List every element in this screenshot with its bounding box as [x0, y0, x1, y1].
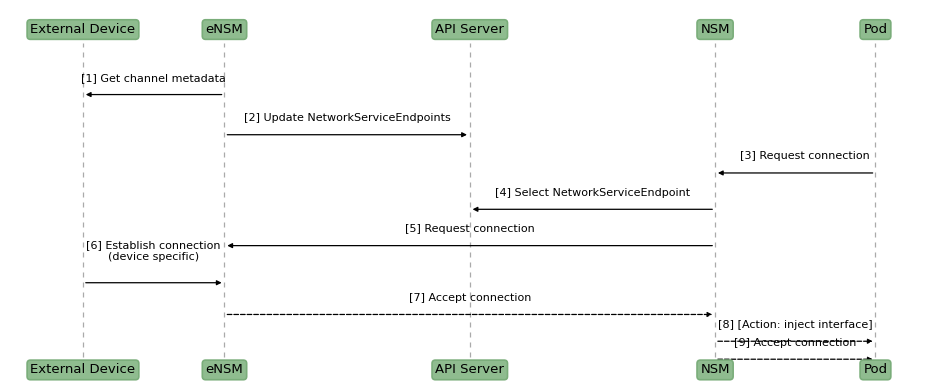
Text: [7] Accept connection: [7] Accept connection [409, 293, 531, 303]
Text: [2] Update NetworkServiceEndpoints: [2] Update NetworkServiceEndpoints [244, 113, 451, 123]
Text: [1] Get channel metadata: [1] Get channel metadata [82, 73, 226, 83]
Text: External Device: External Device [30, 23, 136, 36]
Text: [4] Select NetworkServiceEndpoint: [4] Select NetworkServiceEndpoint [494, 188, 690, 198]
Text: Pod: Pod [864, 23, 887, 36]
Text: [3] Request connection: [3] Request connection [740, 151, 869, 161]
Text: NSM: NSM [700, 23, 730, 36]
Text: External Device: External Device [30, 364, 136, 376]
Text: [9] Accept connection: [9] Accept connection [735, 338, 856, 348]
Text: Pod: Pod [864, 364, 887, 376]
Text: API Server: API Server [436, 364, 504, 376]
Text: eNSM: eNSM [206, 364, 243, 376]
Text: API Server: API Server [436, 23, 504, 36]
Text: NSM: NSM [700, 364, 730, 376]
Text: [5] Request connection: [5] Request connection [405, 224, 534, 234]
Text: [6] Establish connection
(device specific): [6] Establish connection (device specifi… [86, 240, 221, 262]
Text: [8] [Action: inject interface]: [8] [Action: inject interface] [718, 320, 872, 330]
Text: eNSM: eNSM [206, 23, 243, 36]
